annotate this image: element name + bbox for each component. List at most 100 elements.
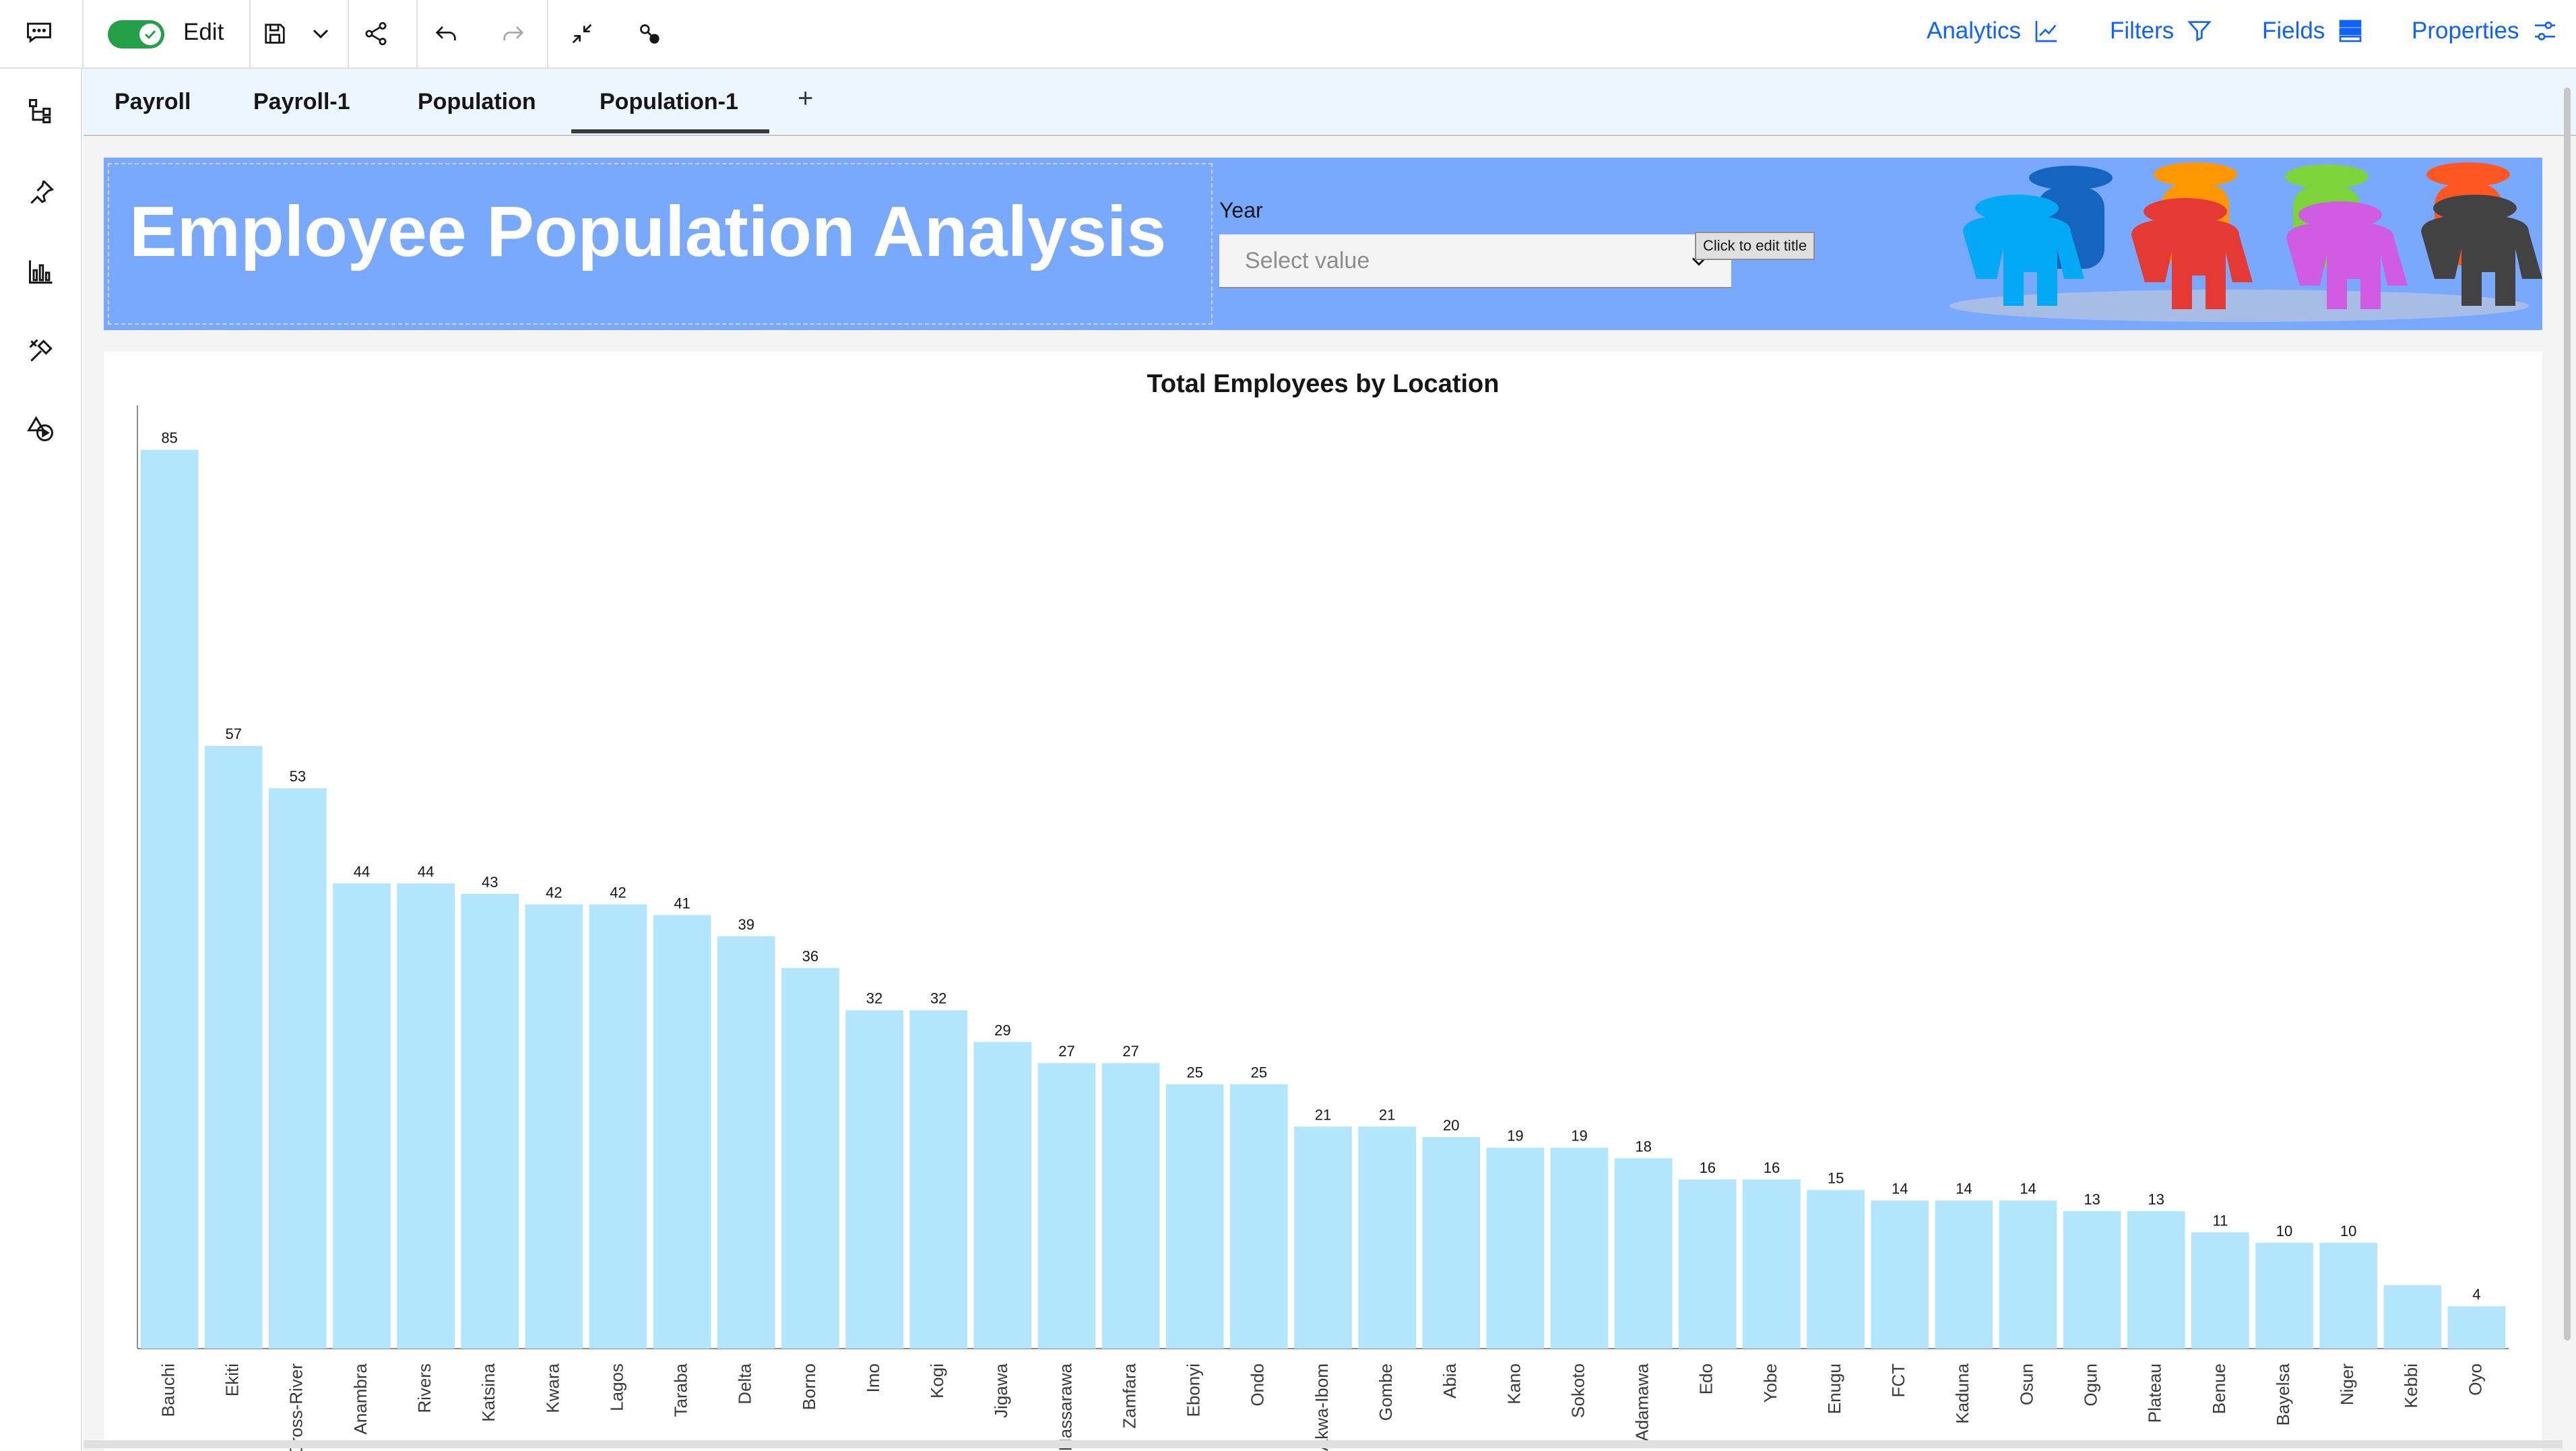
bar bbox=[1614, 1158, 1673, 1349]
x-tick-label: Bauchi bbox=[158, 1363, 178, 1417]
data-label: 42 bbox=[546, 884, 562, 901]
data-label: 14 bbox=[2020, 1180, 2036, 1197]
data-label: 15 bbox=[1828, 1170, 1844, 1187]
redo-icon[interactable] bbox=[500, 20, 527, 47]
shapes-icon[interactable] bbox=[24, 412, 58, 446]
year-select[interactable]: Select value bbox=[1219, 234, 1731, 288]
x-tick-label: Niger bbox=[2337, 1363, 2357, 1405]
data-label: 27 bbox=[1122, 1043, 1138, 1060]
data-label: 32 bbox=[866, 990, 882, 1007]
bar bbox=[269, 788, 327, 1349]
properties-icon bbox=[2534, 22, 2555, 40]
x-tick-label: Rivers bbox=[414, 1363, 434, 1413]
bar bbox=[1037, 1063, 1096, 1349]
top-toolbar: Edit Analytics Filters Fields Properties bbox=[0, 0, 2576, 69]
fields-label: Fields bbox=[2262, 18, 2325, 44]
tab-payroll-1[interactable]: Payroll-1 bbox=[253, 89, 350, 115]
chat-icon[interactable] bbox=[24, 18, 54, 47]
chart-widget[interactable]: Total Employees by Location 85 Bauchi 57 Eki… bbox=[104, 352, 2542, 1451]
x-tick-label: Sokoto bbox=[1568, 1363, 1588, 1418]
edit-label: Edit bbox=[183, 19, 224, 45]
bar bbox=[845, 1010, 903, 1349]
data-label: 11 bbox=[2212, 1212, 2228, 1229]
data-label: 18 bbox=[1635, 1138, 1651, 1155]
x-tick-label: Delta bbox=[735, 1363, 755, 1404]
tab-population[interactable]: Population bbox=[418, 89, 536, 115]
tab-payroll[interactable]: Payroll bbox=[115, 89, 191, 115]
x-tick-label: FCT bbox=[1888, 1363, 1908, 1398]
data-label: 10 bbox=[2276, 1223, 2292, 1239]
properties-link[interactable]: Properties bbox=[2412, 18, 2558, 44]
data-label: 39 bbox=[738, 916, 754, 933]
bar bbox=[1679, 1179, 1737, 1349]
hierarchy-icon[interactable] bbox=[24, 94, 58, 128]
data-label: 32 bbox=[930, 990, 946, 1007]
bar bbox=[397, 883, 455, 1349]
bar bbox=[653, 915, 711, 1349]
data-label: 4 bbox=[2472, 1286, 2480, 1303]
dashboard-canvas: Employee Population Analysis Year Select… bbox=[84, 136, 2576, 1451]
data-label: 13 bbox=[2148, 1191, 2164, 1208]
people-illustration bbox=[1950, 162, 2542, 322]
x-tick-label: Ondo bbox=[1248, 1363, 1268, 1407]
collapse-icon[interactable] bbox=[569, 20, 595, 47]
data-label: 25 bbox=[1251, 1064, 1267, 1081]
add-tab-button[interactable]: + bbox=[798, 84, 814, 113]
data-label: 16 bbox=[1764, 1159, 1780, 1176]
save-icon[interactable] bbox=[261, 20, 288, 47]
tab-population-1[interactable]: Population-1 bbox=[600, 89, 738, 115]
x-tick-label: Edo bbox=[1696, 1363, 1716, 1394]
bar bbox=[973, 1041, 1032, 1349]
tools-icon[interactable] bbox=[24, 334, 58, 368]
data-label: 53 bbox=[290, 768, 306, 785]
bar bbox=[1807, 1190, 1865, 1349]
bar-chart-icon[interactable] bbox=[24, 255, 58, 288]
x-tick-label: Oyo bbox=[2465, 1363, 2485, 1396]
chevron-down-icon[interactable] bbox=[307, 20, 334, 47]
x-tick-label: Zamfara bbox=[1119, 1363, 1139, 1428]
undo-icon[interactable] bbox=[432, 20, 459, 47]
horizontal-scrollbar[interactable] bbox=[84, 1440, 2563, 1448]
properties-label: Properties bbox=[2412, 18, 2519, 44]
x-tick-label: Kaduna bbox=[1952, 1363, 1972, 1423]
checkmark-icon bbox=[144, 30, 156, 40]
data-label: 13 bbox=[2084, 1191, 2100, 1208]
key-icon[interactable] bbox=[636, 20, 663, 47]
filters-link[interactable]: Filters bbox=[2110, 18, 2213, 44]
data-label: 14 bbox=[1892, 1180, 1908, 1197]
data-label: 20 bbox=[1443, 1117, 1459, 1134]
toolbar-divider bbox=[348, 0, 349, 67]
x-tick-label: Borno bbox=[799, 1363, 819, 1410]
bar bbox=[1230, 1084, 1288, 1349]
year-select-placeholder: Select value bbox=[1245, 248, 1370, 273]
x-tick-label: Nassarawa bbox=[1055, 1363, 1075, 1451]
bar bbox=[1101, 1063, 1160, 1349]
page-title[interactable]: Employee Population Analysis bbox=[129, 192, 1167, 271]
x-tick-label: Plateau bbox=[2145, 1363, 2165, 1423]
vertical-scrollbar[interactable] bbox=[2564, 88, 2571, 1341]
bar bbox=[140, 449, 199, 1349]
fields-icon bbox=[2340, 20, 2362, 42]
bar bbox=[1486, 1147, 1545, 1349]
analytics-link[interactable]: Analytics bbox=[1927, 18, 2060, 44]
x-tick-label: Kebbi bbox=[2401, 1363, 2421, 1409]
data-label: 42 bbox=[610, 884, 626, 901]
bar bbox=[525, 904, 583, 1349]
x-tick-label: Yobe bbox=[1760, 1363, 1780, 1402]
edit-toggle[interactable] bbox=[108, 20, 164, 49]
data-label: 27 bbox=[1058, 1043, 1074, 1060]
bar bbox=[2127, 1211, 2185, 1349]
title-widget[interactable]: Employee Population Analysis bbox=[108, 163, 1213, 325]
person-figure-front bbox=[1963, 195, 2542, 309]
left-rail bbox=[0, 69, 82, 1451]
share-icon[interactable] bbox=[362, 20, 389, 47]
bar bbox=[2191, 1232, 2249, 1349]
pin-icon[interactable] bbox=[24, 175, 58, 209]
header-banner: Employee Population Analysis Year Select… bbox=[104, 158, 2542, 330]
data-label: 16 bbox=[1700, 1159, 1716, 1176]
x-tick-label: Katsina bbox=[478, 1363, 498, 1421]
x-tick-label: Bayelsa bbox=[2273, 1363, 2293, 1425]
bar bbox=[2255, 1243, 2313, 1349]
bar bbox=[1550, 1147, 1609, 1349]
fields-link[interactable]: Fields bbox=[2262, 18, 2364, 44]
